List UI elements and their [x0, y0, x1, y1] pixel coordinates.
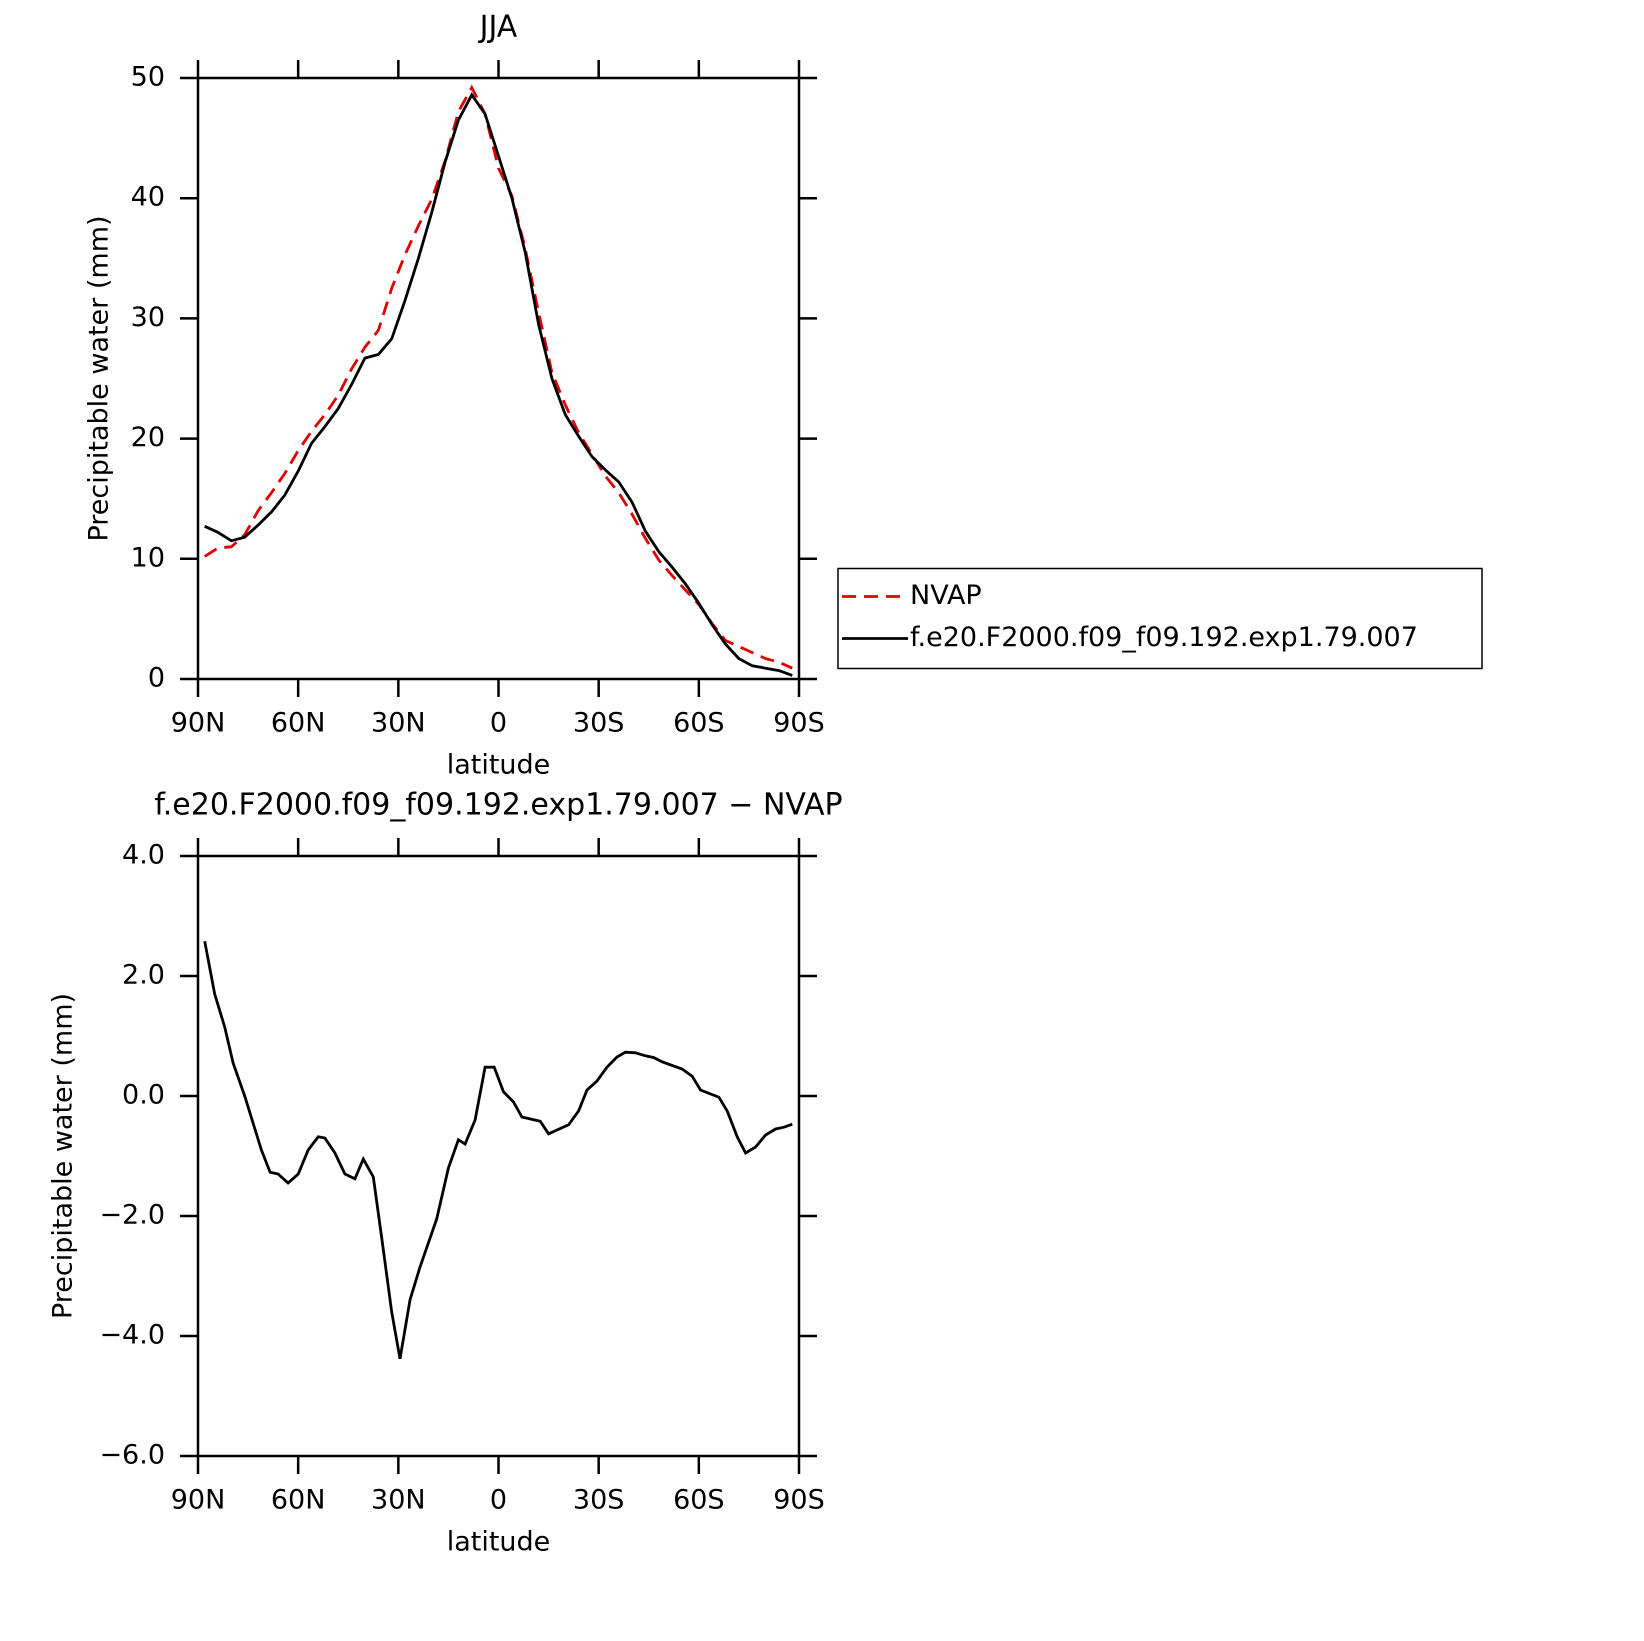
y-axis-label: Precipitable water (mm) — [48, 993, 79, 1319]
y-tick-label: −4.0 — [99, 1320, 165, 1351]
y-tick-label: 2.0 — [122, 960, 165, 991]
y-tick-label: 10 — [131, 542, 165, 573]
x-tick-label: 0 — [490, 708, 507, 739]
y-tick-label: 0 — [148, 663, 165, 694]
x-tick-label: 60N — [271, 1485, 326, 1516]
x-tick-label: 30N — [371, 1485, 426, 1516]
x-axis-label: latitude — [447, 1527, 551, 1558]
y-tick-label: −2.0 — [99, 1200, 165, 1231]
plot-frame — [196, 854, 801, 1458]
x-tick-label: 90S — [773, 708, 825, 739]
data-line — [204, 92, 793, 677]
x-tick-label: 90S — [773, 1485, 825, 1516]
x-tick-label: 30N — [371, 708, 426, 739]
x-tick-label: 60S — [673, 1485, 725, 1516]
x-tick-label: 90N — [171, 1485, 226, 1516]
chart-title: JJA — [478, 10, 518, 45]
x-tick-label: 90N — [171, 708, 226, 739]
y-tick-label: 20 — [131, 422, 165, 453]
data-line — [203, 940, 793, 1360]
y-axis-label: Precipitable water (mm) — [84, 215, 115, 541]
data-line — [203, 84, 793, 670]
legend-label: f.e20.F2000.f09_f09.192.exp1.79.007 — [910, 622, 1418, 653]
x-tick-label: 60S — [673, 708, 725, 739]
y-tick-label: 30 — [131, 302, 165, 333]
x-tick-label: 60N — [271, 708, 326, 739]
legend-box — [837, 567, 1483, 670]
y-tick-label: −6.0 — [99, 1440, 165, 1471]
x-tick-label: 30S — [573, 1485, 625, 1516]
plot-frame — [196, 76, 801, 681]
y-tick-label: 0.0 — [122, 1080, 165, 1111]
y-tick-label: 40 — [131, 182, 165, 213]
x-tick-label: 0 — [490, 1485, 507, 1516]
chart-title: f.e20.F2000.f09_f09.192.exp1.79.007 − NV… — [154, 788, 842, 823]
x-tick-label: 30S — [573, 708, 625, 739]
y-tick-label: 4.0 — [122, 840, 165, 871]
x-axis-label: latitude — [447, 750, 551, 781]
legend-label: NVAP — [910, 580, 982, 611]
y-tick-label: 50 — [131, 62, 165, 93]
